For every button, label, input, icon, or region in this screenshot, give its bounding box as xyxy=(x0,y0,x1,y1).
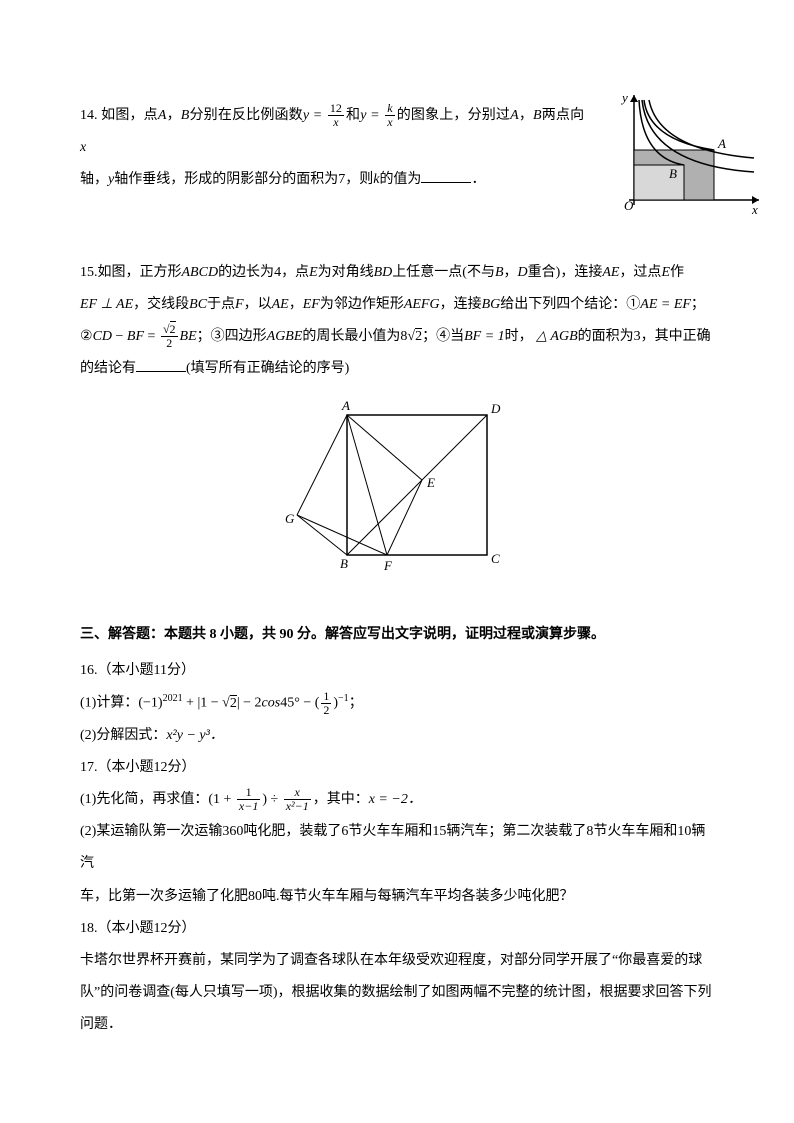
problem-17: 17.（本小题12分） (1)先化简，再求值：(1 + 1x−1) ÷ xx²−… xyxy=(80,752,714,913)
fraction-1-2: 12 xyxy=(321,690,331,717)
q18-header: 18.（本小题12分） xyxy=(80,913,714,945)
q15-num: 15. xyxy=(80,265,98,280)
problem-16: 16.（本小题11分） (1)计算：(−1)2021 + |1 − √2| − … xyxy=(80,655,714,752)
q15-diagram: A D C B E F G xyxy=(80,395,714,598)
fraction-1-xm1: 1x−1 xyxy=(237,786,260,813)
q18-p3: 问题． xyxy=(80,1009,714,1041)
svg-text:F: F xyxy=(383,558,393,573)
blank-q15[interactable] xyxy=(136,358,186,372)
svg-text:G: G xyxy=(285,511,295,526)
q17-p2b: 车，比第一次多运输了化肥80吨.每节火车车厢与每辆汽车平均各装多少吨化肥？ xyxy=(80,881,714,913)
problem-14: 14. 如图，点A，B分别在反比例函数y = 12x和y = kx的图象上，分别… xyxy=(80,100,714,197)
fraction-12-x: 12x xyxy=(328,102,344,129)
problem-15: 15.如图，正方形ABCD的边长为4，点E为对角线BD上任意一点(不与B，D重合… xyxy=(80,257,714,599)
q15-text: 15.如图，正方形ABCD的边长为4，点E为对角线BD上任意一点(不与B，D重合… xyxy=(80,257,714,386)
q17-p1: (1)先化简，再求值：(1 + 1x−1) ÷ xx²−1，其中：x = −2． xyxy=(80,784,714,816)
q16-p1: (1)计算：(−1)2021 + |1 − √2| − 2cos45° − (1… xyxy=(80,687,714,720)
fraction-x-x2m1: xx²−1 xyxy=(284,786,311,813)
fraction-k-x: kx xyxy=(385,102,394,129)
svg-text:B: B xyxy=(340,556,348,571)
point-B-label: B xyxy=(669,166,677,181)
q18-p2: 队”的问卷调查(每人只填写一项)，根据收集的数据绘制了如图两幅不完整的统计图，根… xyxy=(80,977,714,1009)
problem-18: 18.（本小题12分） 卡塔尔世界杯开赛前，某同学为了调查各球队在本年级受欢迎程… xyxy=(80,913,714,1042)
q18-p1: 卡塔尔世界杯开赛前，某同学为了调查各球队在本年级受欢迎程度，对部分同学开展了“你… xyxy=(80,945,714,977)
x-axis-label: x xyxy=(751,202,758,217)
q17-header: 17.（本小题12分） xyxy=(80,752,714,784)
svg-text:D: D xyxy=(490,401,501,416)
blank-q14[interactable] xyxy=(421,169,471,183)
q14-graph: O x y A B xyxy=(614,90,764,233)
origin-label: O xyxy=(624,198,634,213)
svg-text:A: A xyxy=(341,398,350,413)
svg-text:C: C xyxy=(491,551,500,566)
y-axis-label: y xyxy=(620,90,628,105)
q16-p2: (2)分解因式：x²y − y³． xyxy=(80,720,714,752)
section-3-header: 三、解答题：本题共 8 小题，共 90 分。解答应写出文字说明，证明过程或演算步… xyxy=(80,619,714,651)
q14-num: 14. xyxy=(80,108,98,123)
q17-p2: (2)某运输队第一次运输360吨化肥，装载了6节火车车厢和15辆汽车；第二次装载… xyxy=(80,816,714,880)
point-A-label: A xyxy=(717,136,726,151)
svg-text:E: E xyxy=(426,475,435,490)
q16-header: 16.（本小题11分） xyxy=(80,655,714,687)
fraction-sqrt2-2: √22 xyxy=(161,323,178,350)
